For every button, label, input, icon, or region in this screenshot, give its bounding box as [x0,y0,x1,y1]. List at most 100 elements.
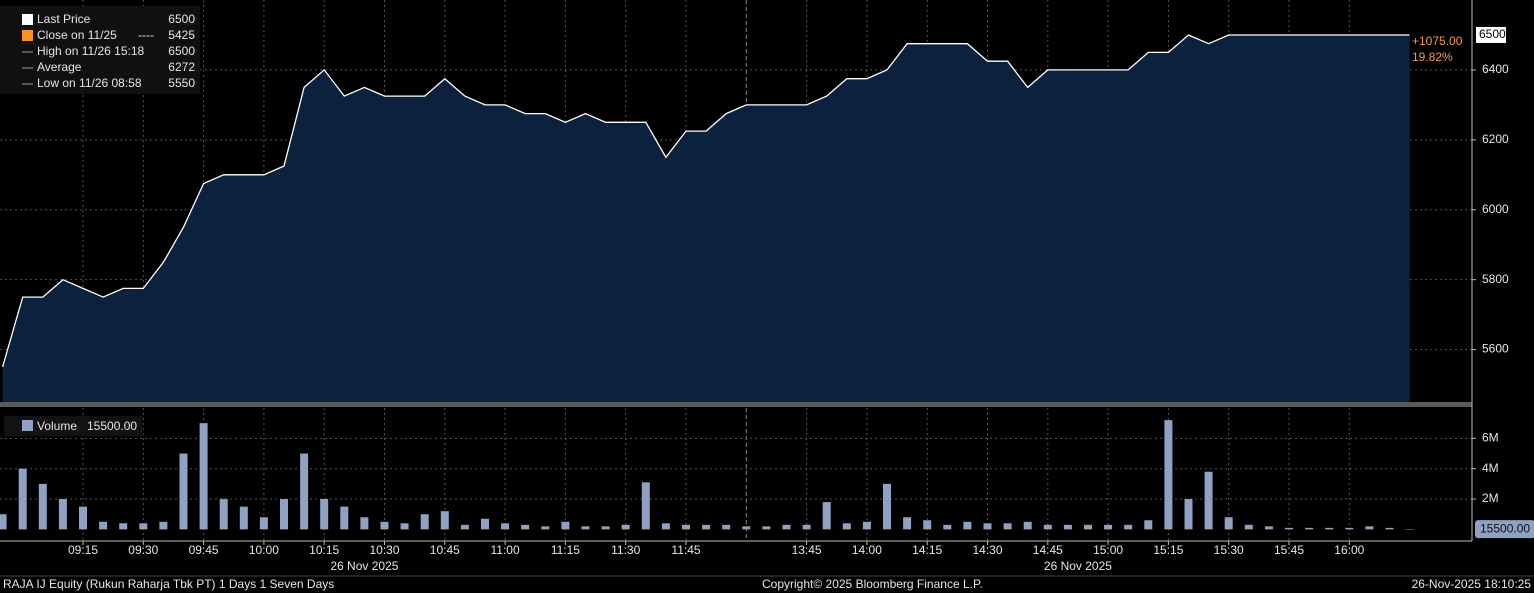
x-tick-label: 11:45 [671,543,700,557]
volume-bar [621,524,630,530]
plot-layer [0,0,1472,540]
volume-bar [1405,529,1414,530]
overlay-layer: 5600 5800 6000 6200 6400 6500 +1075.00 19.82% La… [0,6,1534,573]
volume-bar [99,521,108,530]
volume-bar [943,524,952,530]
volume-bar [481,518,489,530]
volume-bar [742,526,751,530]
volume-bar [581,526,590,530]
volume-bar [38,483,47,530]
volume-bar [722,524,731,530]
panel-divider [0,402,1472,407]
change-annotation: 19.82% [1412,50,1453,64]
x-tick-label: 16:00 [1334,543,1364,557]
y-tick-label: 5600 [1482,342,1509,356]
volume-bar [541,526,550,530]
y-tick-label: 6400 [1482,62,1509,76]
volume-bar [300,453,309,530]
footer-center: Copyright© 2025 Bloomberg Finance L.P. [762,577,983,591]
y-tick-label: 6000 [1482,202,1509,216]
x-tick-label: 11:15 [551,543,580,557]
volume-bar [79,506,87,530]
legend-value: 5550 [168,76,195,90]
legend-value: 6500 [168,12,195,26]
footer-left: RAJA IJ Equity (Rukun Raharja Tbk PT) 1 … [3,577,334,591]
volume-bar [802,524,811,530]
volume-bar [199,423,208,530]
volume-bar [641,482,650,530]
y-tick-label: 4M [1482,461,1499,475]
volume-bar [1144,520,1153,530]
last-value-label: 6500 [1479,27,1506,41]
volume-bar [762,526,771,530]
volume-bar [963,521,972,530]
legend-swatch [22,420,33,431]
volume-bar [400,523,409,530]
volume-bar [340,506,349,530]
volume-bar [219,499,228,530]
volume-bar [883,483,891,530]
volume-bar [1345,527,1354,530]
x-tick-label: 10:30 [369,543,399,557]
legend-label: Last Price [37,12,91,26]
volume-bar [0,514,7,530]
volume-bar [420,514,429,530]
price-line [1,34,1410,368]
volume-bar [159,521,168,530]
legend-label: Average [37,60,82,74]
volume-bar [822,502,831,530]
legend-swatch [22,14,33,25]
last-value-label: 15500.00 [1480,521,1530,535]
legend-marker: ---- [138,28,154,42]
volume-bar [1305,527,1314,530]
volume-bar [903,517,912,530]
volume-bar [1023,521,1032,530]
x-tick-label: 09:15 [68,543,98,557]
legend-box [0,6,200,94]
x-group-label: 26 Nov 2025 [1044,559,1112,573]
volume-bar [280,499,288,530]
legend-swatch [22,30,33,41]
x-tick-label: 14:30 [972,543,1002,557]
volume-bar [139,523,148,530]
volume-bar [320,499,329,530]
x-tick-label: 09:45 [189,543,219,557]
x-tick-label: 15:45 [1274,543,1304,557]
volume-bar [862,521,871,530]
legend-label: High on 11/26 15:18 [37,44,145,58]
x-tick-label: 15:30 [1214,543,1244,557]
x-tick-label: 13:45 [792,543,822,557]
legend-label: Close on 11/25 [37,28,117,42]
x-tick-label: 10:15 [309,543,339,557]
volume-bar [179,453,188,530]
volume-bar [1124,524,1133,530]
volume-bar [18,468,27,530]
x-tick-label: 14:15 [912,543,942,557]
volume-bar [1003,523,1012,530]
volume-bar [1365,526,1374,530]
volume-bar [702,524,711,530]
last-value-box [1476,26,1506,43]
volume-bar [601,526,610,530]
legend-value: 6272 [168,60,195,74]
change-annotation: +1075.00 [1412,34,1463,48]
volume-bar [1104,524,1113,530]
y-tick-label: 5800 [1482,272,1509,286]
volume-bar [380,521,389,530]
y-tick-label: 6200 [1482,132,1509,146]
legend-label: Low on 11/26 08:58 [37,76,142,90]
legend-box [4,416,142,436]
x-tick-label: 14:00 [852,543,882,557]
volume-bar [239,506,248,530]
volume-bar [440,511,449,530]
volume-bar [360,517,369,530]
x-tick-label: 09:30 [128,543,158,557]
legend-value: 15500.00 [87,419,137,433]
volume-bar [521,524,530,530]
volume-bar [259,517,268,530]
volume-bar [923,520,932,530]
legend-label: Volume [37,419,77,433]
x-tick-label: 15:15 [1153,543,1183,557]
